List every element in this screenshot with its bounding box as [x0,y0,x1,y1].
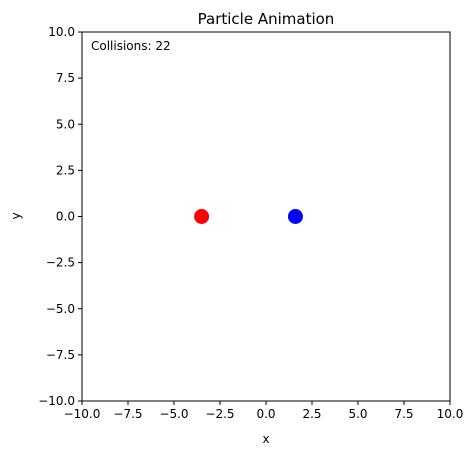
x-tick-label: 7.5 [394,407,413,421]
plot-area [81,31,451,402]
x-tick-label: −2.5 [205,407,234,421]
y-tick-label: −10.0 [38,394,75,408]
y-tick-label: −7.5 [46,348,75,362]
x-tick-label: 10.0 [437,407,464,421]
particle-point [287,209,303,224]
y-tick-label: −2.5 [46,256,75,270]
y-tick-label: 2.5 [56,163,75,177]
y-tick-label: 7.5 [56,71,75,85]
x-tick-label: −5.0 [159,407,188,421]
x-tick-label: 2.5 [302,407,321,421]
x-tick-label: 0.0 [256,407,275,421]
x-axis-ticks: −10.0 −7.5 −5.0 −2.5 0.0 2.5 5.0 7.5 10.0 [64,401,464,421]
x-tick-label: −10.0 [64,407,101,421]
y-tick-label: 0.0 [56,210,75,224]
x-axis-label: x [262,432,269,446]
y-tick-label: 5.0 [56,117,75,131]
y-tick-label: 10.0 [48,25,75,39]
y-tick-label: −5.0 [46,302,75,316]
collision-counter: Collisions: 22 [91,39,171,53]
y-axis-label: y [9,212,23,219]
y-axis-ticks: −10.0 −7.5 −5.0 −2.5 0.0 2.5 5.0 7.5 10.0 [38,25,82,408]
chart-title: Particle Animation [198,10,335,28]
x-tick-label: 5.0 [348,407,367,421]
x-tick-label: −7.5 [113,407,142,421]
particle-point [194,209,210,224]
particles [194,209,303,224]
